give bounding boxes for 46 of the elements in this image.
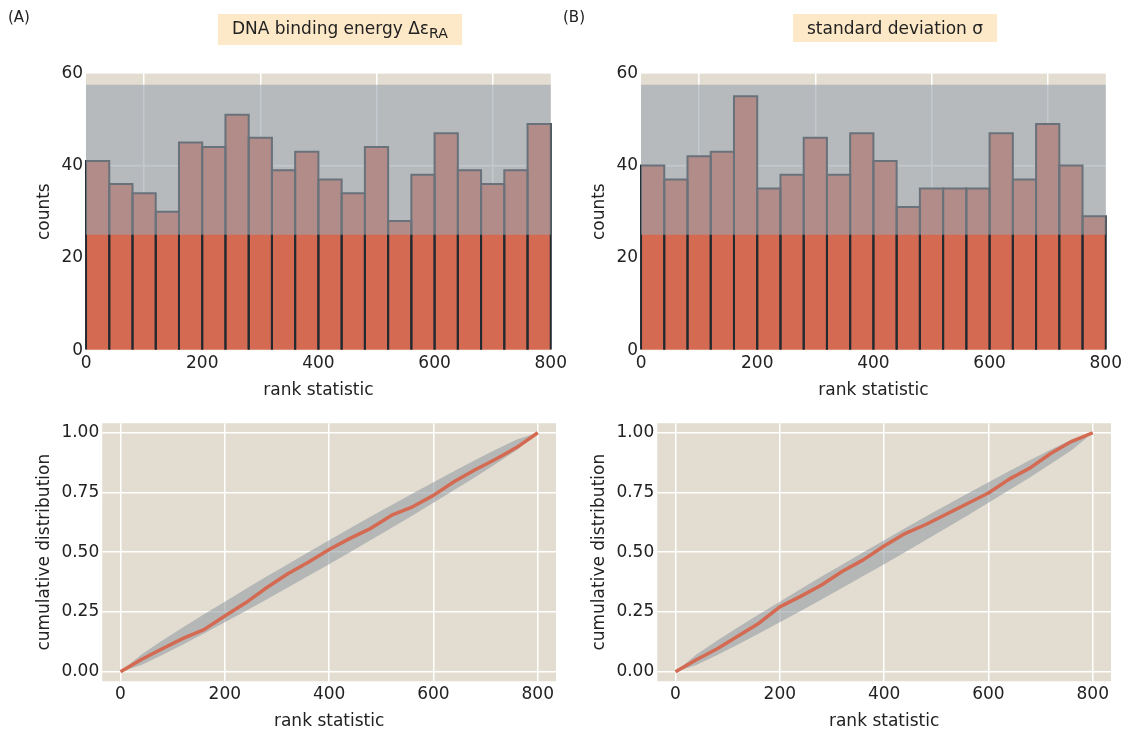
x-tick-label: 400 [312, 682, 346, 703]
x-tick-label: 800 [534, 351, 567, 372]
y-tick-label: 20 [61, 246, 84, 267]
y-tick-label: 20 [616, 246, 639, 267]
y-tick-label: 40 [61, 153, 84, 174]
y-tick-label: 0.75 [616, 480, 655, 501]
x-tick-label: 400 [867, 682, 901, 703]
x-tick-label: 600 [417, 682, 450, 703]
y-tick-label: 0.50 [61, 540, 100, 561]
y-tick-label: 60 [61, 61, 84, 82]
chart-title: standard deviation σ [792, 14, 998, 42]
y-tick-label: 0.75 [61, 480, 100, 501]
x-axis-title: rank statistic [263, 379, 374, 400]
y-tick-label: 0.25 [61, 600, 100, 621]
x-tick-label: 200 [763, 682, 797, 703]
x-tick-label: 400 [302, 351, 335, 372]
y-axis-title: cumulative distribution [587, 453, 608, 651]
y-tick-label: 0.50 [616, 540, 655, 561]
x-axis-title: rank statistic [273, 710, 385, 731]
x-tick-label: 600 [973, 351, 1006, 372]
x-axis-title: rank statistic [828, 710, 940, 731]
y-tick-label: 0.00 [616, 660, 655, 681]
text: (A) [8, 8, 30, 26]
y-tick-label: 1.00 [61, 421, 100, 442]
x-tick-label: 600 [972, 682, 1005, 703]
chart-title: DNA binding energy Δε$_{RA}$ [217, 14, 463, 46]
x-tick-label: 800 [1076, 682, 1109, 703]
x-tick-label: 800 [521, 682, 554, 703]
x-tick-label: 600 [418, 351, 451, 372]
y-axis-title: counts [587, 183, 608, 241]
x-tick-label: 0 [670, 682, 681, 703]
x-tick-label: 200 [740, 351, 774, 372]
y-tick-label: 0.00 [61, 660, 100, 681]
y-tick-label: 1.00 [616, 421, 655, 442]
y-axis-title: cumulative distribution [32, 453, 53, 651]
text: (B) [563, 8, 585, 26]
y-tick-label: 40 [616, 153, 639, 174]
x-axis-title: rank statistic [818, 379, 929, 400]
y-axis-title: counts [32, 183, 53, 241]
x-tick-label: 0 [115, 682, 126, 703]
x-tick-label: 200 [185, 351, 219, 372]
x-tick-label: 800 [1089, 351, 1122, 372]
y-tick-label: 0.25 [616, 600, 655, 621]
x-tick-label: 400 [857, 351, 890, 372]
x-tick-label: 200 [208, 682, 242, 703]
y-tick-label: 60 [616, 61, 639, 82]
